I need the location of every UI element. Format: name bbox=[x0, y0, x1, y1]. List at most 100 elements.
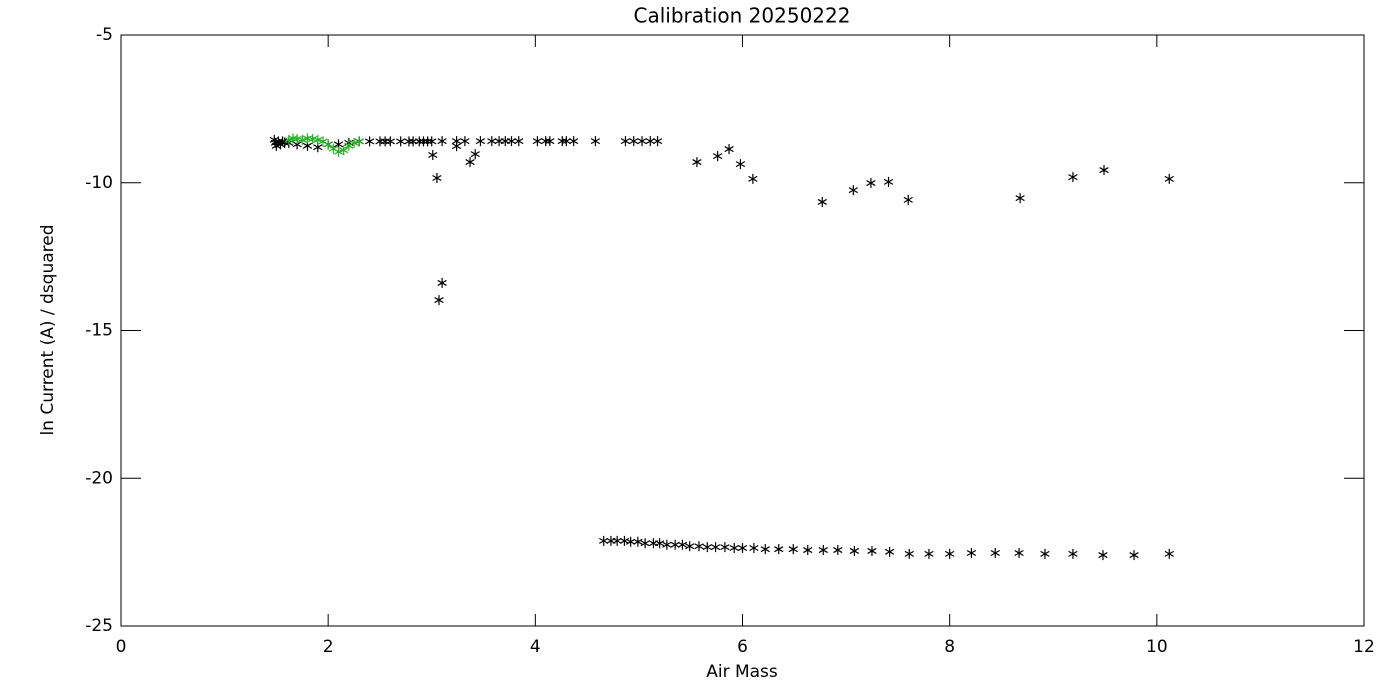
point bbox=[323, 139, 333, 150]
point bbox=[339, 145, 349, 156]
point bbox=[694, 541, 704, 552]
point bbox=[569, 136, 579, 147]
point bbox=[903, 194, 913, 205]
point bbox=[545, 136, 555, 147]
point bbox=[966, 548, 977, 559]
point bbox=[380, 136, 390, 147]
point bbox=[849, 545, 860, 556]
point bbox=[422, 136, 433, 147]
point bbox=[710, 542, 721, 553]
point bbox=[487, 136, 497, 147]
point bbox=[404, 136, 414, 147]
point bbox=[333, 146, 344, 157]
point bbox=[532, 136, 543, 147]
point bbox=[460, 136, 470, 147]
point bbox=[866, 178, 876, 189]
point bbox=[620, 136, 631, 147]
x-tick-label: 4 bbox=[530, 637, 541, 657]
point bbox=[818, 545, 828, 556]
point bbox=[760, 544, 770, 555]
point bbox=[465, 157, 475, 168]
point bbox=[599, 535, 609, 546]
point bbox=[652, 136, 663, 147]
x-tick-label: 12 bbox=[1353, 637, 1375, 657]
point bbox=[506, 136, 517, 147]
point bbox=[297, 134, 307, 145]
point bbox=[475, 136, 486, 147]
point bbox=[1129, 550, 1139, 561]
point bbox=[749, 542, 759, 553]
point bbox=[313, 134, 323, 145]
point bbox=[724, 144, 734, 155]
x-tick-label: 2 bbox=[323, 637, 334, 657]
point bbox=[428, 149, 438, 160]
point bbox=[364, 136, 375, 147]
point bbox=[375, 136, 385, 147]
chart-title: Calibration 20250222 bbox=[634, 4, 851, 28]
point bbox=[470, 149, 480, 160]
point bbox=[451, 136, 462, 147]
y-tick-label: -15 bbox=[85, 321, 113, 341]
point bbox=[685, 541, 695, 552]
point bbox=[514, 136, 524, 147]
point bbox=[590, 136, 601, 147]
x-tick-label: 6 bbox=[737, 637, 748, 657]
point bbox=[1099, 165, 1109, 176]
point bbox=[1068, 172, 1078, 183]
x-tick-label: 0 bbox=[116, 637, 127, 657]
point bbox=[692, 157, 702, 168]
point bbox=[1015, 193, 1025, 204]
y-axis-label: ln Current (A) / dsquared bbox=[38, 224, 58, 435]
point bbox=[619, 535, 630, 546]
point bbox=[833, 545, 843, 556]
point bbox=[735, 159, 746, 170]
point bbox=[633, 536, 643, 547]
point bbox=[720, 542, 730, 553]
point bbox=[434, 295, 444, 306]
point bbox=[414, 136, 424, 147]
point bbox=[1164, 548, 1174, 559]
y-tick-label: -5 bbox=[96, 25, 113, 45]
point bbox=[437, 136, 447, 147]
point bbox=[1164, 173, 1174, 184]
point bbox=[904, 548, 914, 559]
point bbox=[612, 535, 622, 546]
point bbox=[945, 548, 955, 559]
point bbox=[396, 136, 406, 147]
point bbox=[629, 136, 639, 147]
point bbox=[385, 136, 395, 147]
x-tick-label: 10 bbox=[1146, 637, 1168, 657]
x-tick-label: 8 bbox=[944, 637, 955, 657]
point bbox=[494, 136, 504, 147]
point bbox=[803, 545, 813, 556]
point bbox=[561, 136, 572, 147]
x-axis-label: Air Mass bbox=[706, 662, 778, 682]
point bbox=[648, 538, 659, 549]
point bbox=[273, 136, 284, 147]
point bbox=[557, 136, 567, 147]
point bbox=[640, 538, 650, 549]
point bbox=[670, 539, 680, 550]
plot-frame bbox=[120, 34, 1365, 627]
point bbox=[432, 173, 442, 184]
point bbox=[677, 539, 688, 550]
point bbox=[1040, 548, 1050, 559]
point bbox=[418, 136, 429, 147]
point bbox=[1068, 548, 1078, 559]
point bbox=[990, 548, 1000, 559]
point bbox=[662, 539, 672, 550]
point bbox=[606, 535, 616, 546]
point bbox=[924, 548, 934, 559]
point bbox=[637, 136, 647, 147]
point bbox=[817, 196, 827, 207]
point bbox=[437, 277, 447, 288]
point bbox=[737, 542, 748, 553]
point bbox=[884, 546, 895, 557]
point bbox=[354, 136, 364, 147]
point bbox=[729, 542, 739, 553]
y-tick-label: -20 bbox=[85, 468, 113, 488]
point bbox=[883, 176, 894, 187]
point bbox=[774, 544, 784, 555]
